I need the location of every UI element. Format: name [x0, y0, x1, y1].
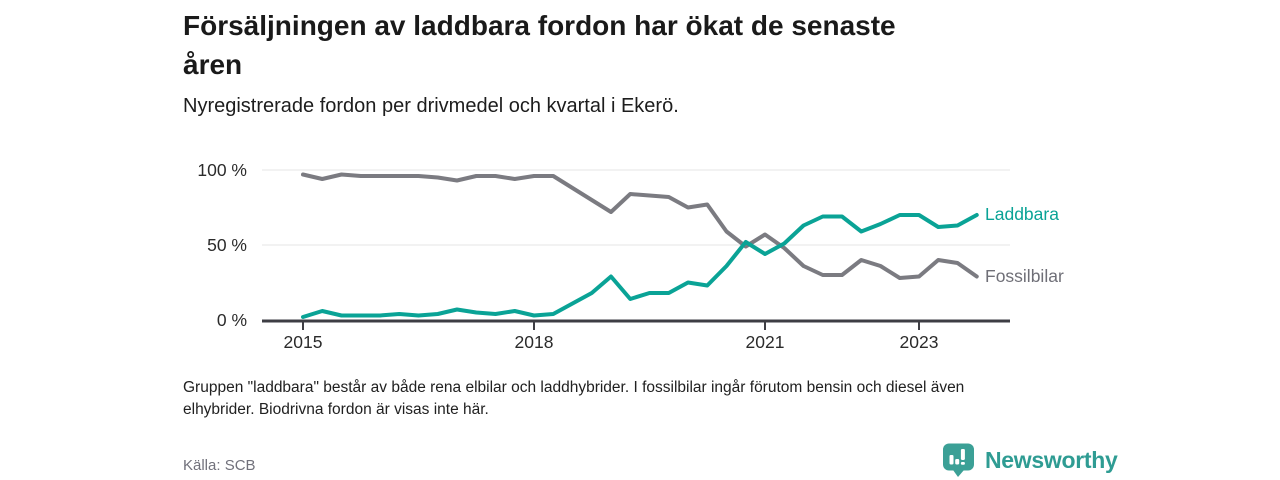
- logo-bar-1: [949, 455, 954, 465]
- newsworthy-wordmark: Newsworthy: [985, 446, 1118, 473]
- logo-bar-2: [955, 459, 960, 465]
- newsworthy-bar-chart-bubble-icon: [943, 443, 974, 477]
- page-title-line-2: åren: [183, 49, 243, 80]
- x-tick-label-2023: 2023: [900, 332, 939, 352]
- logo-exclamation-bar: [960, 449, 965, 460]
- chart-subtitle: Nyregistrerade fordon per drivmedel och …: [183, 95, 679, 117]
- series-label-laddbara: Laddbara: [985, 204, 1059, 224]
- x-tick-label-2018: 2018: [515, 332, 554, 352]
- chart-footnote: Gruppen "laddbara" består av både rena e…: [183, 377, 964, 421]
- y-tick-label-0: 0 %: [217, 310, 247, 330]
- line-laddbara: [301, 213, 979, 319]
- source-credit: Källa: SCB: [183, 457, 256, 474]
- series-lines: [301, 172, 979, 319]
- logo-exclamation-dot: [960, 462, 965, 465]
- page-title-line-1: Försäljningen av laddbara fordon har öka…: [183, 10, 896, 41]
- x-tick-label-2015: 2015: [284, 332, 323, 352]
- y-tick-label-50: 50 %: [207, 235, 247, 255]
- line-fossilbilar: [301, 172, 979, 280]
- series-label-fossilbilar: Fossilbilar: [985, 265, 1064, 286]
- chart-footnote-line-1: Gruppen "laddbara" består av både rena e…: [183, 379, 965, 396]
- x-tick-label-2021: 2021: [746, 332, 785, 352]
- newsworthy-logo[interactable]: Newsworthy: [941, 442, 1118, 478]
- chart-footnote-line-2: elhybrider. Biodrivna fordon är visas in…: [183, 401, 489, 418]
- page-title: Försäljningen av laddbara fordon har öka…: [183, 6, 896, 84]
- y-tick-label-100: 100 %: [197, 160, 247, 180]
